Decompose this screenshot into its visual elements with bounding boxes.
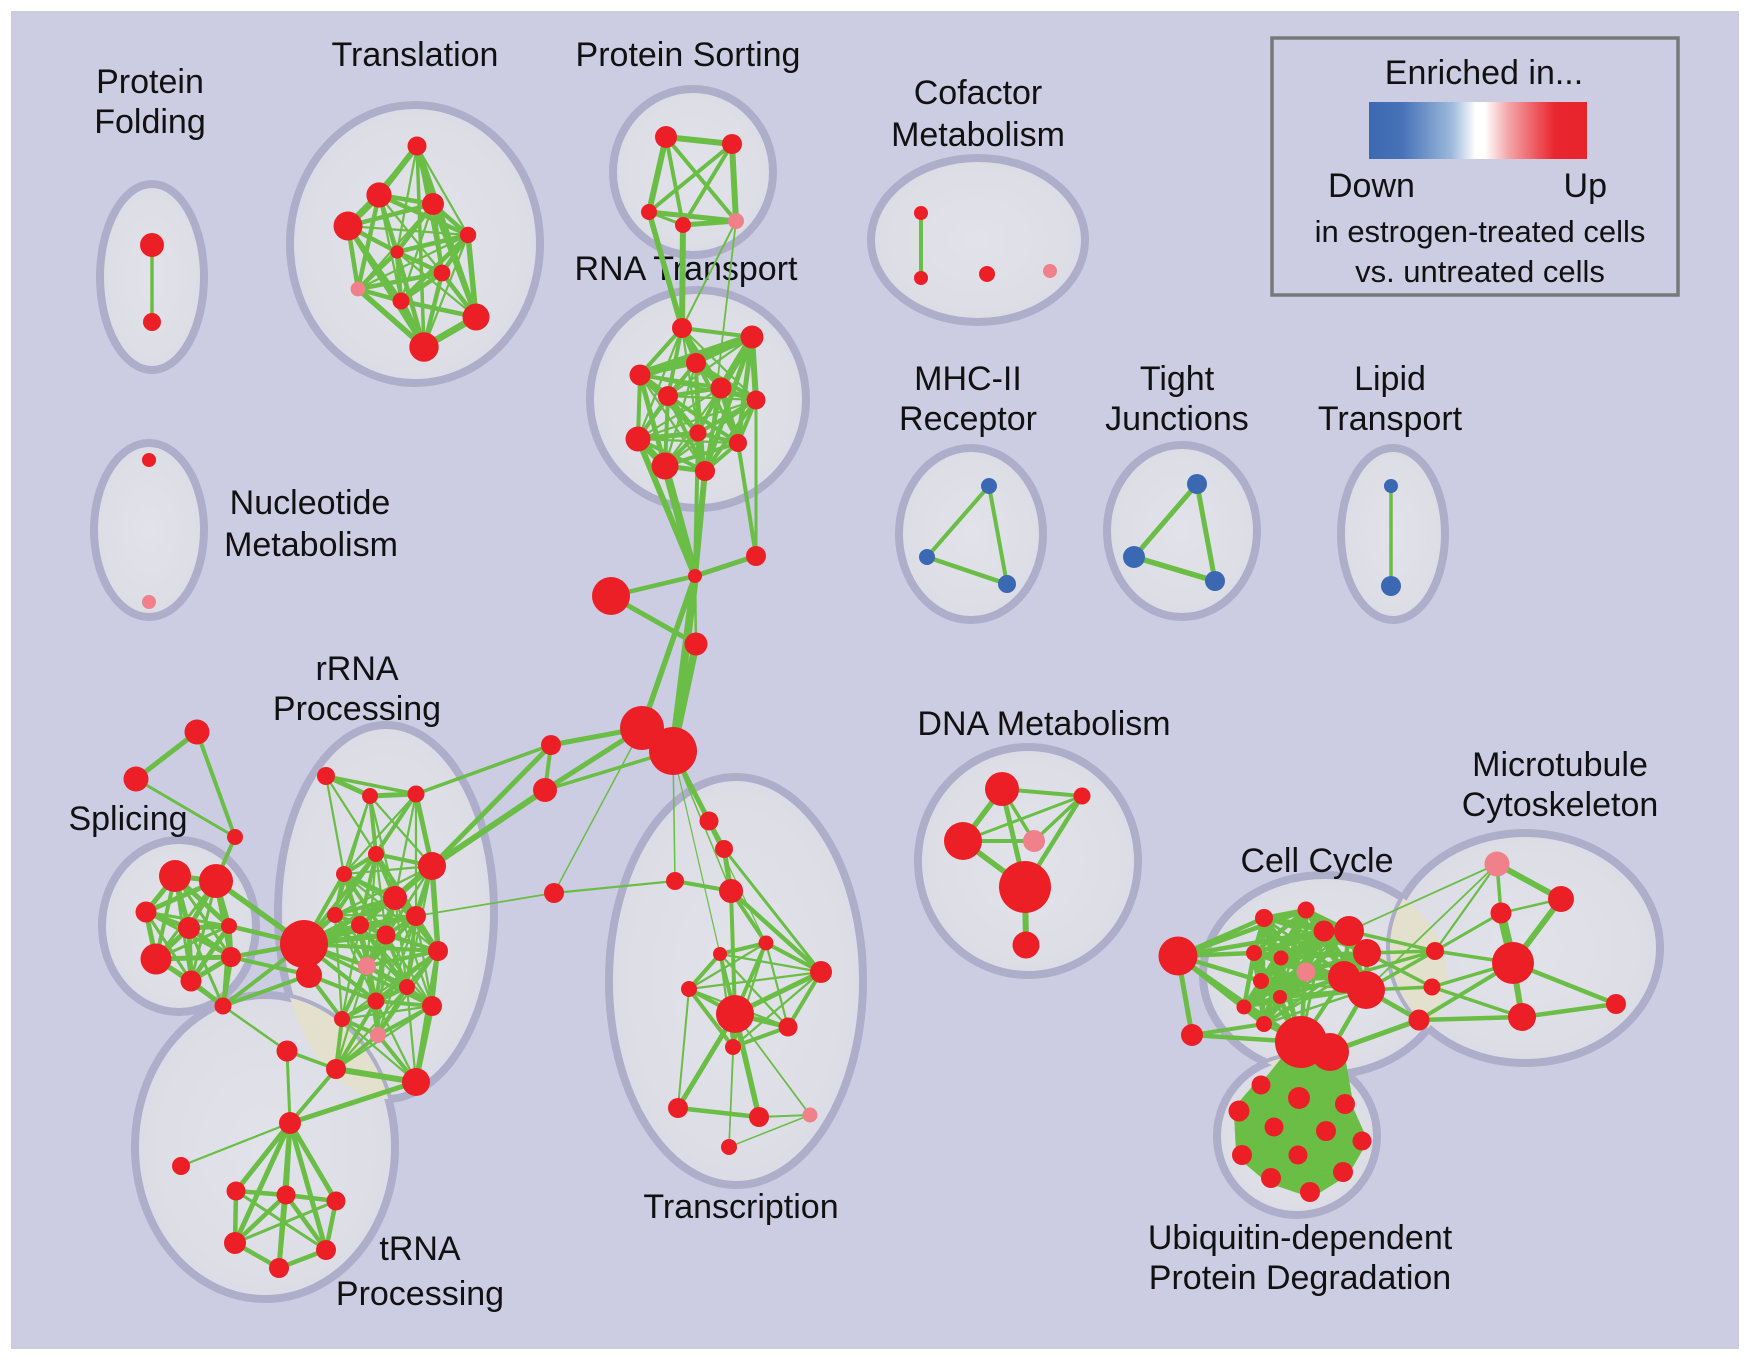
svg-text:Cofactor: Cofactor [914, 74, 1043, 112]
svg-text:Junctions: Junctions [1105, 400, 1249, 438]
svg-text:Protein Degradation: Protein Degradation [1149, 1259, 1451, 1297]
svg-text:Folding: Folding [94, 103, 206, 141]
svg-text:vs. untreated cells: vs. untreated cells [1355, 254, 1605, 289]
svg-text:Ubiquitin-dependent: Ubiquitin-dependent [1148, 1219, 1453, 1257]
svg-text:in estrogen-treated cells: in estrogen-treated cells [1315, 214, 1646, 249]
svg-text:Microtubule: Microtubule [1472, 746, 1648, 784]
svg-text:Lipid: Lipid [1354, 360, 1426, 398]
svg-text:rRNA: rRNA [315, 650, 398, 688]
svg-text:Enriched in...: Enriched in... [1385, 54, 1583, 92]
svg-text:Transport: Transport [1318, 400, 1463, 438]
svg-text:MHC-II: MHC-II [914, 360, 1022, 398]
svg-text:Metabolism: Metabolism [891, 116, 1065, 154]
svg-text:Protein Sorting: Protein Sorting [576, 36, 801, 74]
svg-text:Cytoskeleton: Cytoskeleton [1462, 786, 1659, 824]
svg-text:Receptor: Receptor [899, 400, 1037, 438]
svg-text:Up: Up [1564, 167, 1607, 205]
svg-text:Splicing: Splicing [68, 800, 187, 838]
svg-text:Transcription: Transcription [643, 1188, 838, 1226]
svg-text:Protein: Protein [96, 63, 204, 101]
svg-text:Cell Cycle: Cell Cycle [1240, 842, 1393, 880]
svg-text:Tight: Tight [1140, 360, 1215, 398]
svg-text:Translation: Translation [332, 36, 499, 74]
svg-text:tRNA: tRNA [379, 1230, 461, 1268]
svg-text:RNA Transport: RNA Transport [575, 250, 799, 288]
svg-text:Down: Down [1328, 167, 1415, 205]
svg-text:Metabolism: Metabolism [224, 526, 398, 564]
svg-text:Processing: Processing [273, 690, 441, 728]
svg-text:DNA Metabolism: DNA Metabolism [917, 705, 1170, 743]
svg-text:Nucleotide: Nucleotide [230, 484, 391, 522]
svg-text:Processing: Processing [336, 1275, 504, 1313]
